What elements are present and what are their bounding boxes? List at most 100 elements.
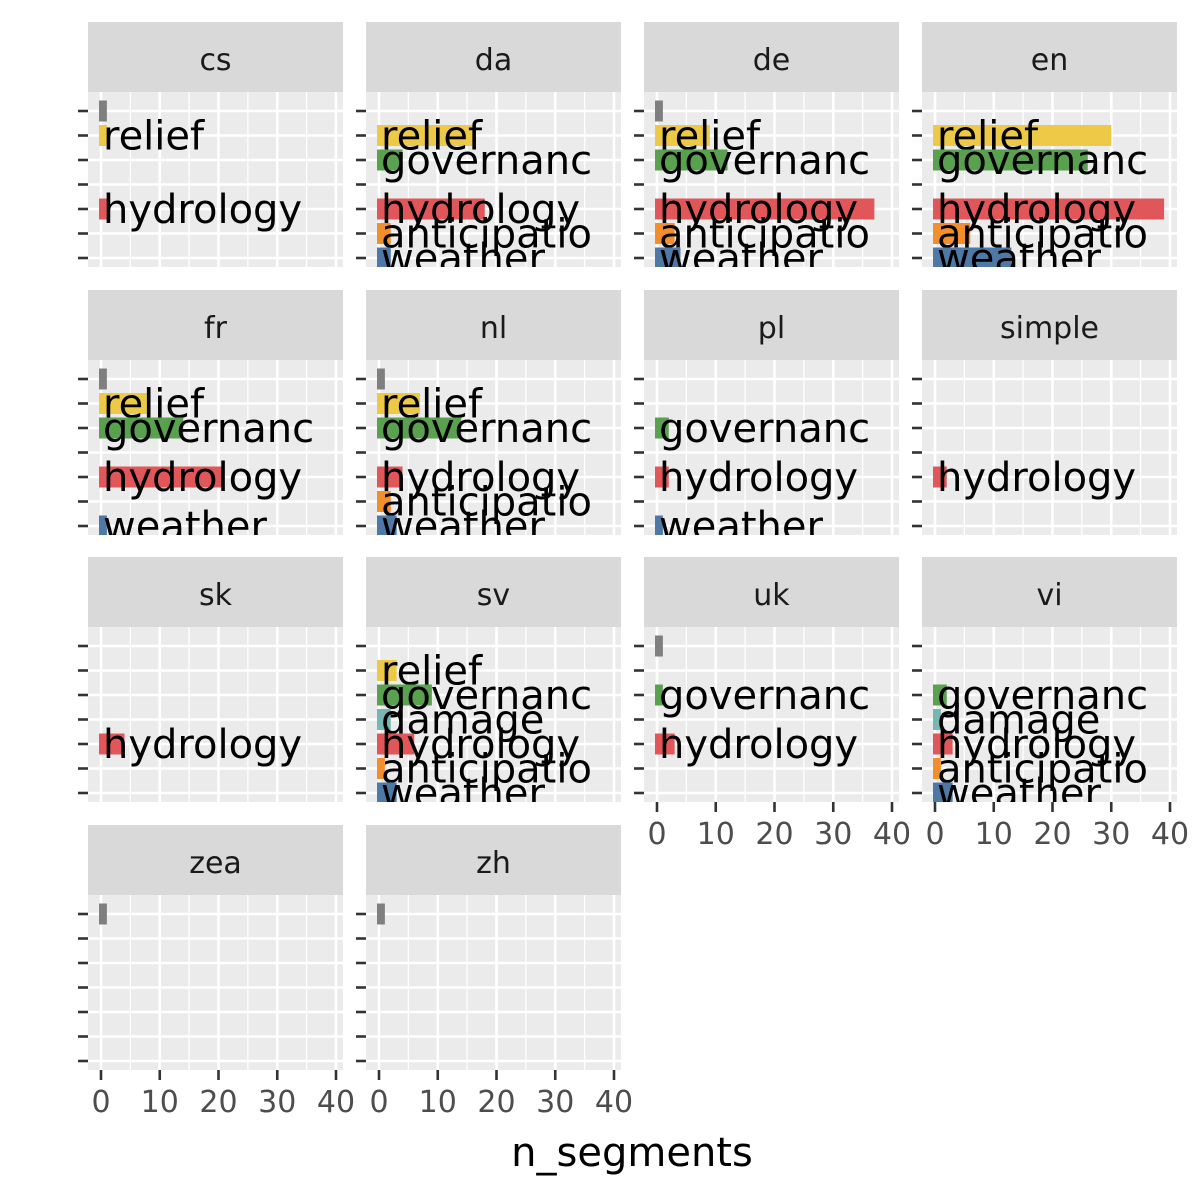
bar-label: weather bbox=[103, 504, 267, 550]
x-tick-label: 40 bbox=[317, 1085, 355, 1120]
facet-panels: cs relief hydrology da reliefgovernanchydrol… bbox=[78, 22, 1177, 1070]
x-tick-label: 40 bbox=[1151, 817, 1189, 852]
bar-label: damage bbox=[937, 698, 1100, 744]
bar-label: hydrology bbox=[103, 722, 302, 768]
bar-label: anticipatio bbox=[937, 747, 1148, 793]
bars: governancdamagehydrologyanticipatioweath… bbox=[933, 673, 1148, 802]
bar-label: anticipatio bbox=[381, 747, 592, 793]
bar-label: governanc bbox=[381, 673, 592, 719]
facet-strip-label: cs bbox=[199, 43, 231, 78]
gridlines bbox=[366, 627, 621, 802]
x-tick-label: 10 bbox=[419, 1085, 457, 1120]
facet-panel-sk: sk hydrology bbox=[78, 557, 343, 802]
x-tick-label: 0 bbox=[91, 1085, 110, 1120]
facet-strip bbox=[366, 825, 621, 895]
bar-relief bbox=[933, 125, 1112, 146]
bar-label: hydrology bbox=[937, 455, 1136, 501]
facet-strip-label: fr bbox=[204, 311, 228, 346]
x-axes: 0 10 20 30 40 0 10 20 30 40 0 10 20 30 40 0 10 20 30 40 bbox=[91, 802, 1189, 1120]
bar-label: hydrology bbox=[659, 455, 858, 501]
bar-anticipatio bbox=[655, 223, 675, 244]
bar-label: governanc bbox=[937, 673, 1148, 719]
facet-strip-label: nl bbox=[480, 311, 507, 346]
bar-label: hydrology bbox=[659, 187, 858, 233]
bar-governanc bbox=[377, 149, 403, 171]
facet-strip-label: uk bbox=[753, 578, 790, 613]
facet-strip-label: de bbox=[753, 43, 791, 78]
bar-anticipatio bbox=[377, 491, 391, 512]
bar-governanc bbox=[377, 417, 462, 439]
x-tick-label: 30 bbox=[1092, 817, 1130, 852]
bar-relief bbox=[99, 393, 148, 414]
bar-hydrology bbox=[933, 198, 1165, 220]
x-tick-label: 20 bbox=[755, 817, 793, 852]
x-tick-label: 30 bbox=[814, 817, 852, 852]
bar-label: anticipatio bbox=[381, 212, 592, 258]
facet-strip-label: pl bbox=[758, 311, 785, 346]
facet-strip bbox=[922, 290, 1177, 360]
bar-label: governanc bbox=[381, 138, 592, 184]
gridlines bbox=[88, 895, 343, 1070]
facet-panel-de: de reliefgovernanchydrologyanticipatiowea… bbox=[634, 22, 899, 282]
bar-governanc bbox=[655, 149, 728, 171]
bar-unlabeled bbox=[99, 100, 107, 122]
x-axis: 0 10 20 30 40 bbox=[369, 1070, 633, 1120]
bar-label: governanc bbox=[103, 406, 314, 452]
bar-hydrology bbox=[655, 733, 675, 755]
facet-strip-label: sv bbox=[477, 578, 510, 613]
panel-background bbox=[88, 895, 343, 1070]
facet-strip-label: vi bbox=[1036, 578, 1062, 613]
x-tick-label: 40 bbox=[873, 817, 911, 852]
bar-label: governanc bbox=[659, 138, 870, 184]
bar-label: relief bbox=[103, 114, 205, 160]
bar-unlabeled bbox=[99, 368, 107, 390]
x-tick-label: 10 bbox=[975, 817, 1013, 852]
bar-label: hydrology bbox=[659, 722, 858, 768]
x-tick-label: 30 bbox=[258, 1085, 296, 1120]
bar-hydrology bbox=[933, 733, 953, 755]
bar-label: weather bbox=[937, 236, 1101, 282]
facet-strip-label: en bbox=[1031, 43, 1068, 78]
bar-label: weather bbox=[381, 771, 545, 817]
gridlines bbox=[366, 895, 621, 1070]
facet-panel-en: en reliefgovernanchydrologyanticipatiowea… bbox=[912, 22, 1177, 282]
x-tick-label: 0 bbox=[369, 1085, 388, 1120]
x-tick-label: 0 bbox=[647, 817, 666, 852]
bars: reliefgovernanchydrologyanticipatioweath… bbox=[655, 100, 875, 282]
bar-weather bbox=[377, 247, 391, 267]
bar-label: anticipatio bbox=[381, 480, 592, 526]
gridlines bbox=[644, 627, 899, 802]
bar-label: hydrology bbox=[103, 187, 302, 233]
bars: hydrology bbox=[99, 722, 302, 768]
facet-panel-nl: nl reliefgovernanchydrologyanticipatiowea… bbox=[356, 290, 621, 535]
facet-panel-zh: zh bbox=[356, 825, 621, 1070]
facet-strip-label: simple bbox=[1000, 311, 1099, 346]
x-axis: 0 10 20 30 40 bbox=[925, 802, 1189, 852]
bars: reliefgovernanchydrologyanticipatioweath… bbox=[377, 114, 592, 267]
facet-strip bbox=[366, 557, 621, 627]
bar-label: weather bbox=[659, 236, 823, 282]
facet-panel-simple: simple hydrology bbox=[912, 290, 1177, 535]
gridlines bbox=[644, 360, 899, 535]
bar-governanc bbox=[655, 684, 663, 706]
bars bbox=[99, 903, 107, 925]
bar-governanc bbox=[933, 149, 1088, 171]
bar-hydrology bbox=[933, 466, 947, 488]
facet-strip bbox=[88, 825, 343, 895]
bar-unlabeled bbox=[377, 903, 385, 925]
bar-weather bbox=[933, 782, 953, 802]
bar-relief bbox=[655, 125, 710, 146]
bar-label: hydrology bbox=[381, 722, 580, 768]
x-tick-label: 10 bbox=[697, 817, 735, 852]
bar-unlabeled bbox=[655, 100, 663, 122]
x-tick-label: 10 bbox=[141, 1085, 179, 1120]
bar-relief bbox=[99, 125, 107, 146]
panel-background bbox=[366, 895, 621, 1070]
panel-background bbox=[88, 627, 343, 802]
bar-unlabeled bbox=[655, 635, 663, 657]
bar-weather bbox=[655, 515, 663, 535]
x-tick-label: 20 bbox=[477, 1085, 515, 1120]
gridlines bbox=[644, 92, 899, 267]
facet-strip bbox=[922, 22, 1177, 92]
